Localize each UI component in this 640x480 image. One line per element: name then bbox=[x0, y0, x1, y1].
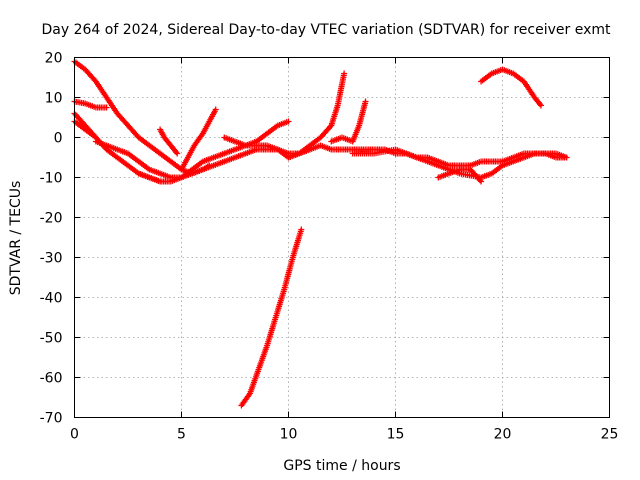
x-tick-label: 25 bbox=[601, 427, 619, 443]
data-point bbox=[173, 149, 180, 156]
series-arc-13 bbox=[349, 146, 485, 181]
series-arc-10 bbox=[238, 226, 305, 409]
gridlines bbox=[74, 57, 610, 418]
data-point bbox=[563, 154, 570, 161]
x-tick-label: 0 bbox=[70, 427, 79, 443]
data-point bbox=[285, 118, 292, 125]
data-point bbox=[538, 102, 545, 109]
series-arc-11 bbox=[285, 70, 348, 161]
series-arc-16 bbox=[478, 150, 570, 181]
data-point bbox=[174, 150, 181, 157]
y-tick-label: -40 bbox=[40, 291, 63, 307]
x-tick-label: 10 bbox=[280, 427, 298, 443]
y-tick-label: 0 bbox=[54, 131, 63, 147]
series-arc-9 bbox=[221, 118, 292, 149]
series-arc-6 bbox=[135, 142, 313, 185]
series-arc-12 bbox=[328, 98, 369, 145]
y-tick-label: -70 bbox=[40, 411, 63, 427]
data-point bbox=[298, 226, 305, 233]
data-point bbox=[327, 123, 334, 130]
y-tick-label: -10 bbox=[40, 171, 63, 187]
chart-title: Day 264 of 2024, Sidereal Day-to-day VTE… bbox=[42, 22, 612, 38]
data-points bbox=[71, 58, 570, 409]
series-arc-14 bbox=[435, 166, 485, 185]
data-point bbox=[476, 177, 483, 184]
x-tick-label: 5 bbox=[177, 427, 186, 443]
plot-frame bbox=[74, 57, 610, 418]
series-arc-1 bbox=[71, 58, 213, 177]
series-arc-15 bbox=[478, 66, 545, 109]
data-point bbox=[341, 70, 348, 77]
data-point bbox=[362, 98, 369, 105]
data-point bbox=[536, 101, 543, 108]
x-axis-label: GPS time / hours bbox=[283, 458, 400, 474]
data-point bbox=[103, 104, 110, 111]
y-tick-label: 10 bbox=[45, 91, 63, 107]
data-point bbox=[212, 106, 219, 113]
x-tick-label: 15 bbox=[387, 427, 405, 443]
series-arc-8 bbox=[178, 106, 219, 173]
y-tick-label: -30 bbox=[40, 251, 63, 267]
series-arc-2 bbox=[71, 98, 110, 111]
series-arc-7 bbox=[157, 126, 181, 157]
x-tick-label: 20 bbox=[494, 427, 512, 443]
y-axis-label: SDTVAR / TECUs bbox=[8, 181, 24, 296]
y-tick-label: -20 bbox=[40, 211, 63, 227]
y-tick-label: -60 bbox=[40, 371, 63, 387]
axis-ticks: 0 5 10 15 20 25 20 10 0 -10 -20 -30 -40 -50 -60 -70 bbox=[40, 51, 619, 443]
y-tick-label: -50 bbox=[40, 331, 63, 347]
y-tick-label: 20 bbox=[45, 51, 63, 67]
